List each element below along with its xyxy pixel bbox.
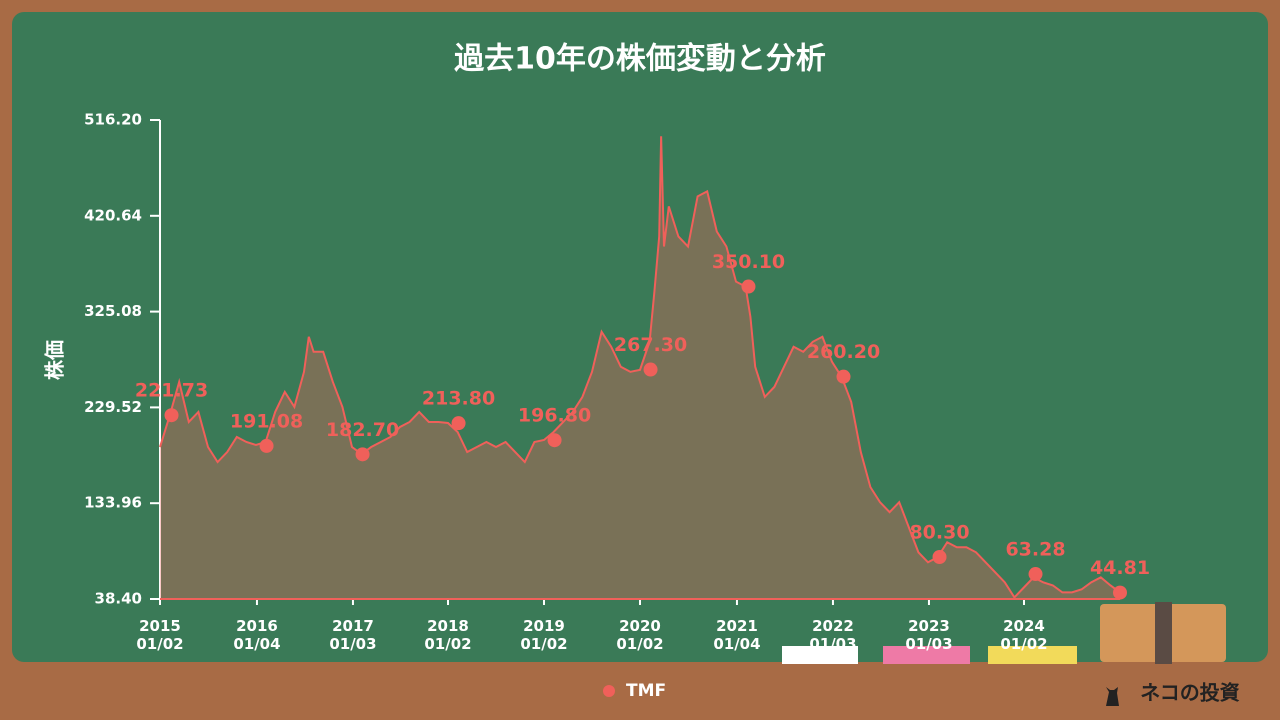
annotation-point: [451, 416, 466, 431]
annotation-point: [1028, 567, 1043, 582]
area: [160, 136, 1120, 599]
y-tick-label: 420.64: [84, 206, 142, 224]
eraser-band: [1155, 602, 1172, 664]
annotation-point: [741, 279, 756, 294]
x-tick-label: 2017 01/03: [329, 617, 377, 653]
annotation-label: 191.08: [230, 410, 303, 432]
annotation-label: 267.30: [614, 334, 687, 356]
chart-title: 過去10年の株価変動と分析: [454, 42, 826, 77]
legend-marker: [603, 685, 615, 697]
annotation-label: 80.30: [909, 521, 969, 543]
x-tick-label: 2023 01/03: [905, 617, 953, 653]
x-tick-label: 2015 01/02: [136, 617, 184, 653]
annotation-point: [259, 438, 274, 453]
annotation-label: 63.28: [1005, 539, 1065, 561]
y-tick-label: 325.08: [84, 302, 142, 320]
x-tick-label: 2021 01/04: [713, 617, 761, 653]
annotation-point: [1113, 585, 1127, 600]
brand: ネコの投資: [1140, 681, 1240, 705]
chalk: [883, 646, 970, 664]
y-tick-label: 38.40: [95, 590, 142, 608]
annotation-point: [547, 433, 562, 448]
annotation-label: 182.70: [326, 419, 399, 441]
x-tick-label: 2022 01/03: [809, 617, 857, 653]
annotation-label: 221.73: [135, 380, 208, 402]
y-axis-label: 株価: [43, 340, 67, 380]
chalk: [782, 646, 858, 664]
x-tick-label: 2020 01/02: [616, 617, 664, 653]
chalk: [988, 646, 1077, 664]
annotation-label: 44.81: [1090, 557, 1150, 579]
annotation-label: 196.80: [518, 405, 591, 427]
x-tick-label: 2019 01/02: [520, 617, 568, 653]
legend-label: TMF: [626, 681, 666, 701]
annotation-point: [643, 362, 658, 377]
annotation-label: 350.10: [712, 251, 785, 273]
x-tick-label: 2018 01/02: [424, 617, 472, 653]
y-tick-label: 516.20: [84, 111, 142, 129]
x-tick-label: 2024 01/02: [1000, 617, 1048, 653]
cat-icon: [1106, 687, 1119, 706]
annotation-point: [932, 549, 947, 564]
x-tick-label: 2016 01/04: [233, 617, 281, 653]
annotation-label: 213.80: [422, 388, 495, 410]
annotation-point: [836, 369, 851, 384]
y-tick-label: 133.96: [84, 494, 142, 512]
line: [159, 136, 1121, 600]
annotation-label: 260.20: [807, 341, 880, 363]
annotation-point: [164, 408, 179, 423]
y-tick-label: 229.52: [84, 398, 142, 416]
board: [12, 12, 1268, 662]
annotation-point: [355, 447, 370, 462]
